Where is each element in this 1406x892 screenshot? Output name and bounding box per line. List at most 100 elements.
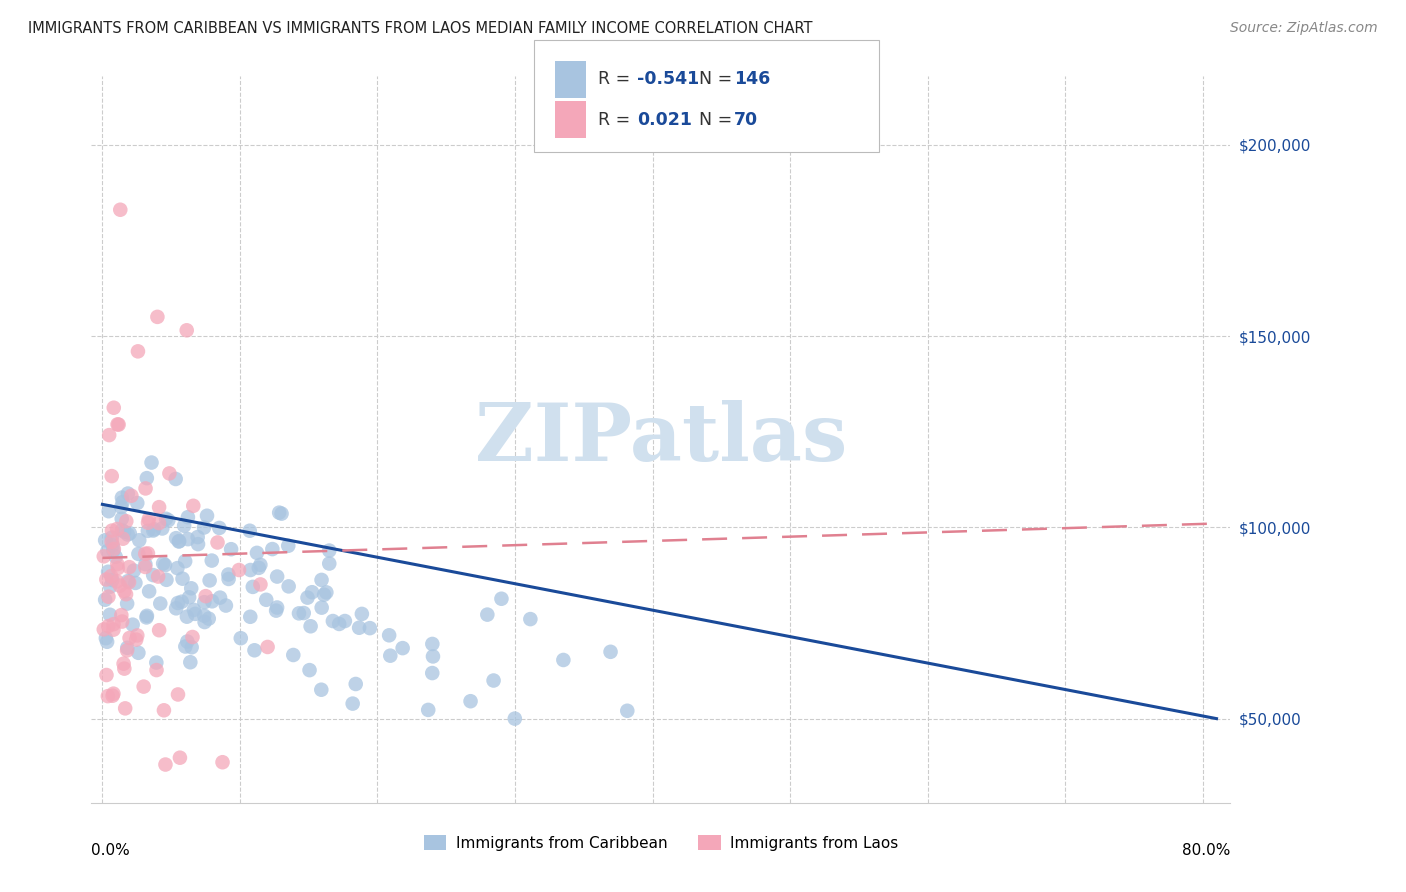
Point [128,533,150,548]
Point [229,631,252,645]
Point [174,554,197,568]
Point [288,607,311,621]
Point [165,601,187,615]
Text: R =: R = [598,70,636,88]
Point [333,614,356,628]
Point [110,500,132,514]
Point [103,687,125,701]
Point [256,640,278,654]
Point [519,612,541,626]
Text: R =: R = [598,111,636,128]
Point [100,569,122,583]
Point [249,558,271,572]
Point [269,506,291,520]
Text: Source: ZipAtlas.com: Source: ZipAtlas.com [1230,21,1378,35]
Point [112,657,135,671]
Point [115,643,138,657]
Point [183,603,205,617]
Text: 80.0%: 80.0% [1182,843,1230,858]
Point [176,323,198,337]
Point [166,561,188,575]
Point [239,563,262,577]
Point [180,640,202,655]
Point [96,668,118,682]
Point [181,499,204,513]
Point [266,600,288,615]
Point [142,524,165,538]
Point [127,344,149,359]
Point [135,482,157,496]
Point [103,401,125,415]
Point [101,689,124,703]
Point [117,640,139,655]
Point [318,543,340,558]
Point [157,513,180,527]
Point [228,563,250,577]
Point [193,595,215,609]
Point [167,534,190,549]
Point [170,595,193,609]
Point [111,512,134,526]
Point [553,653,575,667]
Point [94,631,117,645]
Point [112,584,135,599]
Point [420,666,443,681]
Point [270,507,292,521]
Point [136,546,159,560]
Point [112,524,135,539]
Point [127,547,149,561]
Point [482,673,505,688]
Point [127,496,149,510]
Point [149,597,172,611]
Point [135,471,157,485]
Point [103,617,125,632]
Point [107,561,129,575]
Point [155,573,177,587]
Point [165,472,187,486]
Point [101,538,124,552]
Point [198,574,221,588]
Point [138,584,160,599]
Point [167,688,190,702]
Point [155,757,177,772]
Point [97,590,120,604]
Point [111,532,134,546]
Point [311,682,333,697]
Point [93,549,115,564]
Point [103,543,125,558]
Point [120,489,142,503]
Text: N =: N = [699,70,738,88]
Point [112,662,135,676]
Point [242,580,264,594]
Point [148,624,170,638]
Point [96,634,118,648]
Point [193,520,215,534]
Point [391,641,413,656]
Point [135,608,157,623]
Point [169,750,191,764]
Point [262,542,284,557]
Point [347,621,370,635]
Point [117,574,139,588]
Point [134,560,156,574]
Point [98,428,121,442]
Point [179,655,201,669]
Point [96,573,118,587]
Point [138,512,160,526]
Point [207,535,229,549]
Point [173,518,195,533]
Point [311,600,333,615]
Point [460,694,482,708]
Point [172,572,194,586]
Point [146,569,169,583]
Point [103,623,125,637]
Point [328,616,350,631]
Point [105,557,128,571]
Point [108,579,131,593]
Point [115,514,138,528]
Point [176,634,198,648]
Point [174,640,197,654]
Point [297,591,319,605]
Point [177,510,200,524]
Point [150,521,173,535]
